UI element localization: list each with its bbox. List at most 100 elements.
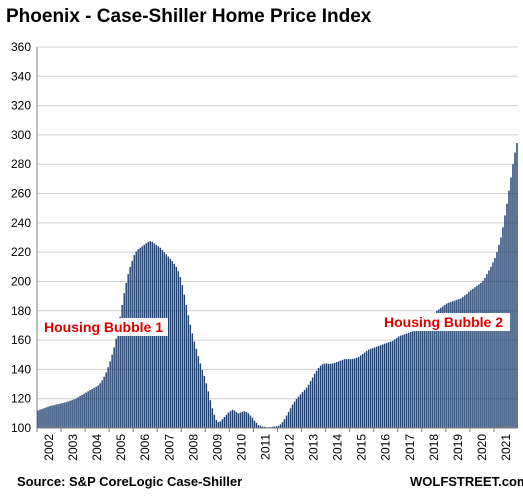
bar [99, 383, 101, 428]
bar [494, 258, 496, 428]
annotation-housing-bubble-1-bg [40, 318, 168, 336]
y-tick-label-140: 140 [11, 362, 31, 376]
x-tick-label-2008: 2008 [186, 434, 200, 461]
bar [379, 345, 382, 428]
bar [125, 282, 127, 428]
bar [343, 359, 346, 428]
bar [464, 295, 466, 428]
bar [259, 425, 262, 428]
bar [295, 398, 298, 428]
bar [394, 339, 396, 428]
x-tick-label-2006: 2006 [138, 434, 152, 461]
bar [205, 383, 208, 428]
bar [363, 352, 366, 428]
bar [371, 348, 374, 428]
y-tick-label-220: 220 [11, 245, 31, 259]
bar [283, 419, 286, 428]
bar [279, 424, 282, 428]
bar [297, 396, 300, 428]
bar [177, 271, 180, 428]
bar [91, 389, 93, 428]
bar [512, 164, 514, 428]
bar [436, 310, 438, 428]
bar [484, 277, 486, 428]
bar [375, 346, 378, 428]
bar [456, 299, 458, 428]
bar [229, 411, 232, 428]
x-tick-label-2021: 2021 [499, 434, 513, 461]
y-tick-label-360: 360 [11, 40, 31, 54]
bar [406, 333, 408, 428]
y-tick-label-280: 280 [11, 157, 31, 171]
annotation-housing-bubble-1-text: Housing Bubble 1 [44, 319, 163, 335]
x-tick-label-2020: 2020 [475, 434, 489, 461]
bar [233, 410, 236, 428]
bar [355, 357, 358, 428]
bar [400, 335, 402, 428]
bar [339, 360, 342, 428]
bar [478, 284, 480, 428]
bar [458, 299, 460, 428]
bar [55, 404, 57, 428]
bar [472, 288, 474, 428]
bar [480, 282, 482, 428]
bar [390, 341, 392, 428]
bar [179, 277, 182, 428]
y-tick-label-260: 260 [11, 187, 31, 201]
y-tick-label-120: 120 [11, 392, 31, 406]
bar [351, 358, 354, 428]
bar [309, 381, 312, 428]
bar [169, 258, 171, 428]
bar [446, 303, 448, 428]
bar [117, 328, 119, 428]
bar [171, 260, 174, 428]
bar [225, 414, 228, 428]
bar [189, 324, 192, 428]
bar [500, 237, 502, 428]
bar [361, 353, 364, 428]
bar [414, 330, 416, 428]
bar [365, 351, 368, 428]
x-tick-label-2017: 2017 [403, 434, 417, 461]
bar [235, 411, 238, 428]
bar [219, 421, 222, 428]
bar [331, 363, 334, 428]
x-tick-label-2005: 2005 [114, 434, 128, 461]
y-tick-label-180: 180 [11, 304, 31, 318]
bar [347, 359, 350, 428]
bar [448, 302, 450, 428]
bar [359, 355, 362, 428]
bar [325, 363, 328, 428]
bar [263, 426, 266, 428]
bar [65, 402, 67, 428]
bar [45, 407, 47, 428]
bar [93, 387, 95, 428]
bar [388, 342, 390, 428]
bar [404, 334, 406, 428]
bar [337, 361, 340, 428]
bar [105, 372, 107, 428]
bar [398, 336, 400, 428]
bar [51, 405, 53, 428]
bar [163, 252, 165, 428]
bar [424, 323, 426, 428]
bar [167, 256, 169, 428]
bar [319, 365, 322, 428]
bar [67, 401, 69, 428]
x-tick-label-2007: 2007 [162, 434, 176, 461]
bar [367, 349, 370, 428]
bar [129, 266, 131, 428]
bar [313, 373, 316, 428]
bar [69, 400, 71, 428]
bar [213, 414, 216, 428]
bar [217, 422, 220, 428]
bar [255, 422, 258, 428]
bar [514, 152, 516, 428]
bar [392, 340, 394, 428]
bar [101, 380, 103, 428]
bar [81, 394, 83, 428]
bar [285, 415, 288, 428]
bar [261, 426, 264, 428]
y-tick-label-340: 340 [11, 69, 31, 83]
bar [426, 321, 428, 428]
